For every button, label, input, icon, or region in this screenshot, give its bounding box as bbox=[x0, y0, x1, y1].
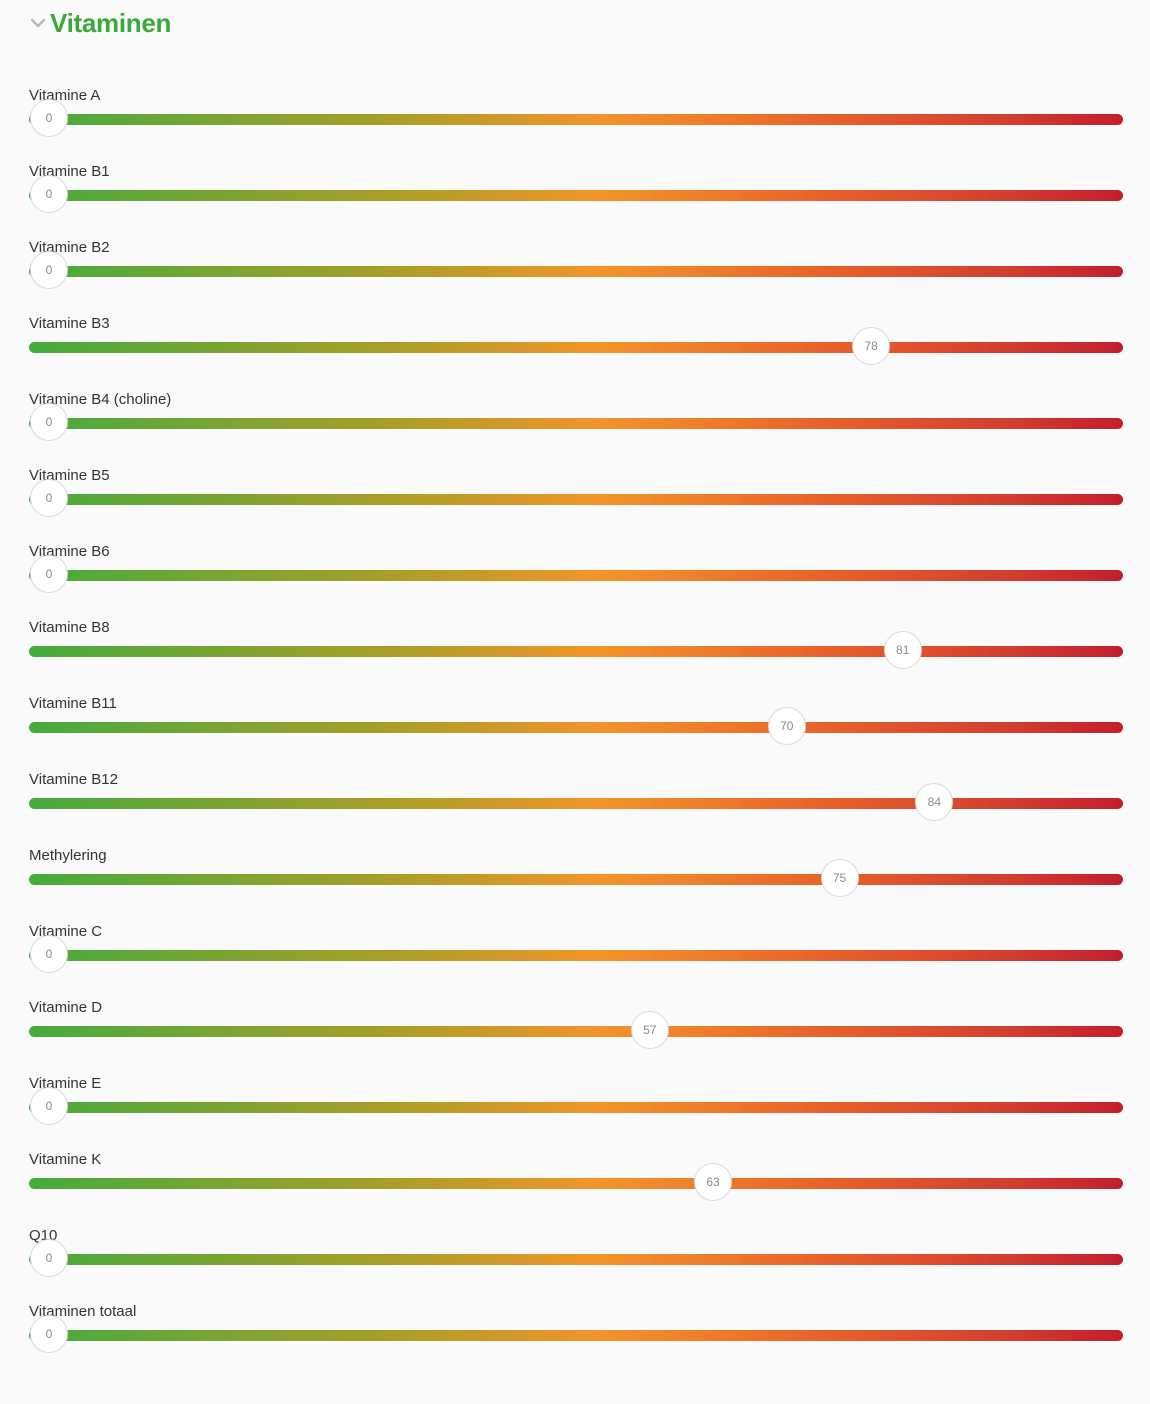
slider-track[interactable] bbox=[29, 570, 1123, 581]
slider-thumb[interactable]: 84 bbox=[915, 783, 954, 821]
slider-thumb[interactable]: 75 bbox=[820, 859, 859, 897]
slider-row: Vitamine D 57 bbox=[0, 999, 1150, 1075]
slider-row: Methylering 75 bbox=[0, 847, 1150, 923]
slider-label: Vitamine K bbox=[29, 1151, 102, 1168]
slider-row: Vitamine B5 0 bbox=[0, 467, 1150, 543]
slider-track[interactable] bbox=[29, 1254, 1123, 1265]
slider-thumb[interactable]: 0 bbox=[30, 175, 68, 213]
slider-row: Vitamine B6 0 bbox=[0, 543, 1150, 619]
slider-track[interactable] bbox=[29, 1178, 1123, 1189]
slider-label: Vitamine B11 bbox=[29, 695, 117, 712]
slider-thumb[interactable]: 0 bbox=[30, 403, 68, 441]
slider-row: Vitamine B8 81 bbox=[0, 619, 1150, 695]
slider-thumb[interactable]: 0 bbox=[30, 1087, 68, 1125]
slider-thumb[interactable]: 70 bbox=[767, 707, 806, 745]
section-title: Vitaminen bbox=[50, 8, 172, 38]
slider-thumb[interactable]: 81 bbox=[883, 631, 922, 669]
slider-track[interactable] bbox=[29, 418, 1123, 429]
slider-track[interactable] bbox=[29, 646, 1123, 657]
slider-row: Vitamine B1 0 bbox=[0, 163, 1150, 239]
slider-track[interactable] bbox=[29, 798, 1123, 809]
slider-thumb[interactable]: 0 bbox=[30, 555, 68, 593]
slider-thumb[interactable]: 0 bbox=[30, 1239, 68, 1277]
slider-row: Vitamine B3 78 bbox=[0, 315, 1150, 391]
slider-row: Vitamine B4 (choline) 0 bbox=[0, 391, 1150, 467]
section-header-vitaminen[interactable]: Vitaminen bbox=[30, 8, 171, 38]
slider-thumb[interactable]: 0 bbox=[30, 99, 68, 137]
slider-track[interactable] bbox=[29, 494, 1123, 505]
chevron-down-icon[interactable] bbox=[30, 15, 46, 31]
slider-track[interactable] bbox=[29, 722, 1123, 733]
slider-thumb[interactable]: 0 bbox=[30, 251, 68, 289]
slider-track[interactable] bbox=[29, 874, 1123, 885]
slider-thumb[interactable]: 0 bbox=[30, 1315, 68, 1353]
slider-row: Vitamine K 63 bbox=[0, 1151, 1150, 1227]
slider-thumb[interactable]: 0 bbox=[30, 935, 68, 973]
slider-track[interactable] bbox=[29, 190, 1123, 201]
slider-label: Vitamine B3 bbox=[29, 315, 110, 332]
slider-row: Vitamine B12 84 bbox=[0, 771, 1150, 847]
slider-track[interactable] bbox=[29, 1026, 1123, 1037]
slider-track[interactable] bbox=[29, 266, 1123, 277]
slider-row: Vitamine B11 70 bbox=[0, 695, 1150, 771]
slider-row: Vitaminen totaal 0 bbox=[0, 1303, 1150, 1379]
slider-thumb[interactable]: 63 bbox=[694, 1163, 733, 1201]
slider-label: Vitamine B8 bbox=[29, 619, 110, 636]
slider-thumb[interactable]: 0 bbox=[30, 479, 68, 517]
slider-thumb[interactable]: 78 bbox=[852, 327, 891, 365]
slider-track[interactable] bbox=[29, 1330, 1123, 1341]
slider-label: Vitamine B4 (choline) bbox=[29, 391, 172, 408]
slider-track[interactable] bbox=[29, 342, 1123, 353]
slider-row: Q10 0 bbox=[0, 1227, 1150, 1303]
slider-track[interactable] bbox=[29, 950, 1123, 961]
slider-label: Vitamine D bbox=[29, 999, 103, 1016]
slider-label: Methylering bbox=[29, 847, 107, 864]
slider-track[interactable] bbox=[29, 114, 1123, 125]
slider-label: Vitamine B12 bbox=[29, 771, 118, 788]
slider-thumb[interactable]: 57 bbox=[630, 1011, 669, 1049]
slider-track[interactable] bbox=[29, 1102, 1123, 1113]
slider-row: Vitamine B2 0 bbox=[0, 239, 1150, 315]
